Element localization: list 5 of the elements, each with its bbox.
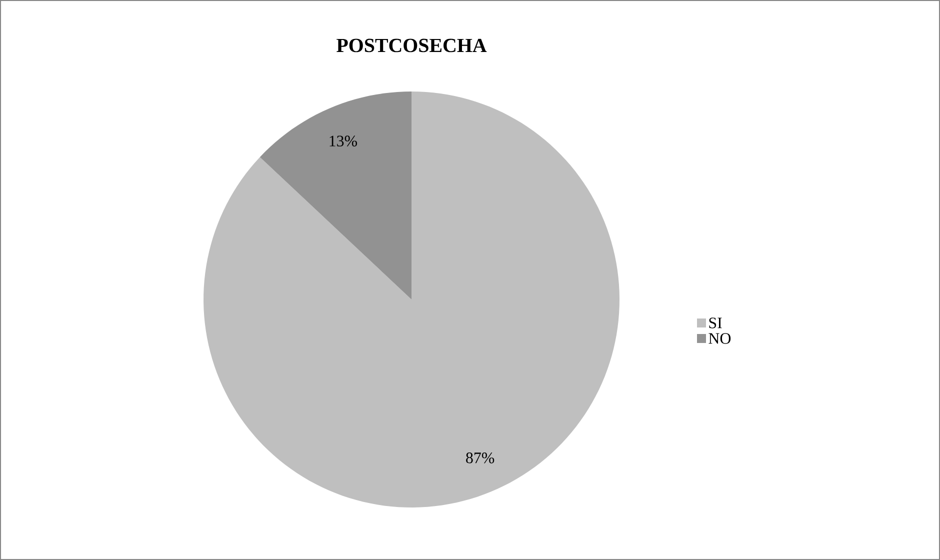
data-label: 13% [330, 136, 358, 146]
legend-label: NO [708, 333, 731, 344]
data-label: 87% [466, 452, 494, 464]
legend-label: SI [709, 318, 722, 328]
chart-title: POSTCOSECHA [336, 38, 487, 52]
